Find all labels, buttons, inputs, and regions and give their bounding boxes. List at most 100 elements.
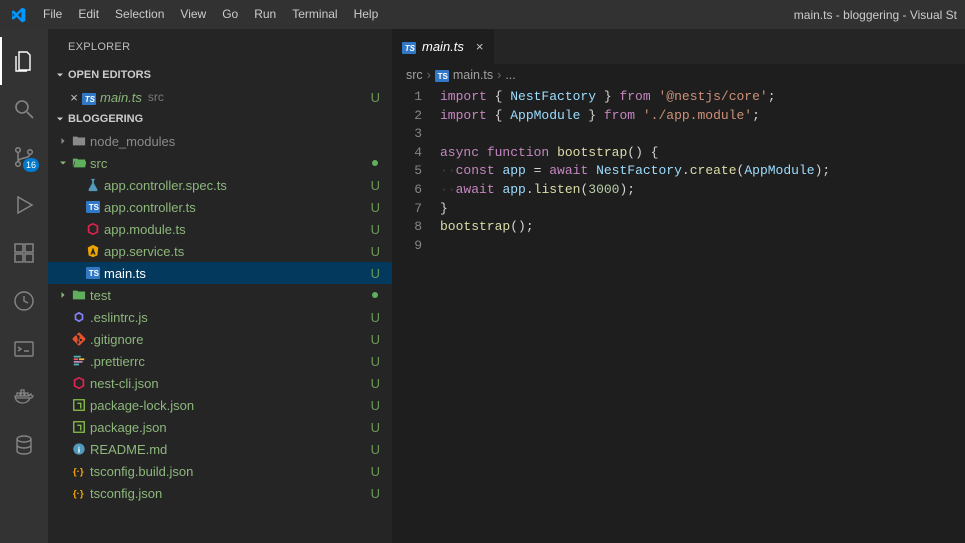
tree-item-label: README.md bbox=[88, 442, 167, 457]
editor-tabs: TS main.ts × bbox=[392, 29, 965, 64]
tree-item-label: node_modules bbox=[88, 134, 175, 149]
close-icon[interactable]: × bbox=[476, 39, 484, 54]
editor-tab[interactable]: TS main.ts × bbox=[392, 29, 495, 64]
folder-icon bbox=[70, 288, 88, 302]
breadcrumbs[interactable]: src › TS main.ts › ... bbox=[392, 64, 965, 86]
file-icon bbox=[70, 376, 88, 390]
chevron-right-icon: › bbox=[427, 68, 431, 82]
open-editor-item[interactable]: × TS main.ts src U bbox=[48, 86, 392, 108]
explorer-sidebar: EXPLORER OPEN EDITORS × TS main.ts src U… bbox=[48, 29, 392, 543]
file-row[interactable]: .gitignoreU bbox=[48, 328, 392, 350]
code-editor[interactable]: 123456789 import { NestFactory } from '@… bbox=[392, 86, 965, 543]
git-status: U bbox=[371, 398, 380, 413]
menu-bar: File Edit Selection View Go Run Terminal… bbox=[35, 0, 386, 29]
file-row[interactable]: .eslintrc.jsU bbox=[48, 306, 392, 328]
file-icon: i bbox=[70, 442, 88, 456]
menu-help[interactable]: Help bbox=[346, 0, 387, 29]
menu-selection[interactable]: Selection bbox=[107, 0, 172, 29]
file-row[interactable]: package-lock.jsonU bbox=[48, 394, 392, 416]
project-label: BLOGGERING bbox=[68, 113, 143, 125]
tree-item-label: .prettierrc bbox=[88, 354, 145, 369]
open-editors-header[interactable]: OPEN EDITORS bbox=[48, 64, 392, 86]
chevron-down-icon bbox=[52, 113, 68, 125]
titlebar: File Edit Selection View Go Run Terminal… bbox=[0, 0, 965, 29]
file-row[interactable]: app.module.ts U bbox=[48, 218, 392, 240]
window-title: main.ts - bloggering - Visual St bbox=[386, 8, 965, 22]
git-status: U bbox=[371, 310, 380, 325]
activity-search[interactable] bbox=[0, 85, 48, 133]
docker-icon bbox=[12, 385, 36, 409]
file-row[interactable]: nest-cli.jsonU bbox=[48, 372, 392, 394]
project-header[interactable]: BLOGGERING bbox=[48, 108, 392, 130]
breadcrumb-item[interactable]: src bbox=[406, 68, 423, 82]
typescript-icon: TS bbox=[402, 39, 416, 54]
folder-row[interactable]: src bbox=[48, 152, 392, 174]
activity-extensions[interactable] bbox=[0, 229, 48, 277]
file-row[interactable]: TSmain.tsU bbox=[48, 262, 392, 284]
chevron-icon bbox=[56, 135, 70, 147]
folder-icon bbox=[70, 156, 88, 170]
tree-item-label: package.json bbox=[88, 420, 167, 435]
activity-run-debug[interactable] bbox=[0, 181, 48, 229]
chevron-icon bbox=[56, 157, 70, 169]
breadcrumb-item[interactable]: ... bbox=[505, 68, 515, 82]
activity-remote[interactable] bbox=[0, 277, 48, 325]
menu-view[interactable]: View bbox=[172, 0, 214, 29]
folder-row[interactable]: node_modules bbox=[48, 130, 392, 152]
git-status: U bbox=[371, 200, 380, 215]
menu-edit[interactable]: Edit bbox=[70, 0, 107, 29]
git-status: U bbox=[371, 244, 380, 259]
activity-output[interactable] bbox=[0, 325, 48, 373]
folder-icon bbox=[70, 134, 88, 148]
tree-item-label: app.module.ts bbox=[102, 222, 186, 237]
file-row[interactable]: {·} tsconfig.build.json U bbox=[48, 460, 392, 482]
file-tree: node_modulessrcapp.controller.spec.tsUTS… bbox=[48, 130, 392, 543]
chevron-down-icon bbox=[52, 69, 68, 81]
activity-docker[interactable] bbox=[0, 373, 48, 421]
svg-text:{·}: {·} bbox=[73, 489, 84, 500]
code-content[interactable]: import { NestFactory } from '@nestjs/cor… bbox=[440, 86, 965, 543]
tree-item-label: app.service.ts bbox=[102, 244, 184, 259]
folder-row[interactable]: test bbox=[48, 284, 392, 306]
file-icon bbox=[70, 332, 88, 346]
file-row[interactable]: package.json U bbox=[48, 416, 392, 438]
file-row[interactable]: app.controller.spec.tsU bbox=[48, 174, 392, 196]
git-status: U bbox=[371, 178, 380, 193]
file-row[interactable]: .prettierrcU bbox=[48, 350, 392, 372]
menu-file[interactable]: File bbox=[35, 0, 70, 29]
file-row[interactable]: {·} tsconfig.json U bbox=[48, 482, 392, 504]
remote-icon bbox=[12, 289, 36, 313]
git-status: U bbox=[371, 486, 380, 501]
file-icon: {·} bbox=[70, 464, 88, 478]
git-dot bbox=[372, 292, 378, 298]
git-status: U bbox=[371, 376, 380, 391]
breadcrumb-item[interactable]: main.ts bbox=[453, 68, 493, 82]
close-icon[interactable]: × bbox=[66, 90, 82, 105]
tree-item-label: src bbox=[88, 156, 107, 171]
open-editors-label: OPEN EDITORS bbox=[68, 69, 151, 81]
git-status: U bbox=[371, 442, 380, 457]
menu-go[interactable]: Go bbox=[214, 0, 246, 29]
line-gutter: 123456789 bbox=[392, 86, 440, 543]
activity-source-control[interactable]: 16 bbox=[0, 133, 48, 181]
git-status: U bbox=[371, 464, 380, 479]
database-icon bbox=[12, 433, 36, 457]
git-status: U bbox=[371, 90, 380, 105]
tree-item-label: tsconfig.json bbox=[88, 486, 162, 501]
menu-terminal[interactable]: Terminal bbox=[284, 0, 345, 29]
file-row[interactable]: app.service.ts U bbox=[48, 240, 392, 262]
activity-database[interactable] bbox=[0, 421, 48, 469]
svg-text:{·}: {·} bbox=[73, 467, 84, 478]
menu-run[interactable]: Run bbox=[246, 0, 284, 29]
file-icon bbox=[70, 310, 88, 324]
file-icon bbox=[84, 178, 102, 192]
extensions-icon bbox=[12, 241, 36, 265]
typescript-icon: TS bbox=[82, 90, 96, 105]
file-row[interactable]: iREADME.md U bbox=[48, 438, 392, 460]
activity-explorer[interactable] bbox=[0, 37, 48, 85]
git-status: U bbox=[371, 222, 380, 237]
terminal-icon bbox=[12, 337, 36, 361]
file-row[interactable]: TSapp.controller.tsU bbox=[48, 196, 392, 218]
git-status: U bbox=[371, 420, 380, 435]
tree-item-label: tsconfig.build.json bbox=[88, 464, 193, 479]
